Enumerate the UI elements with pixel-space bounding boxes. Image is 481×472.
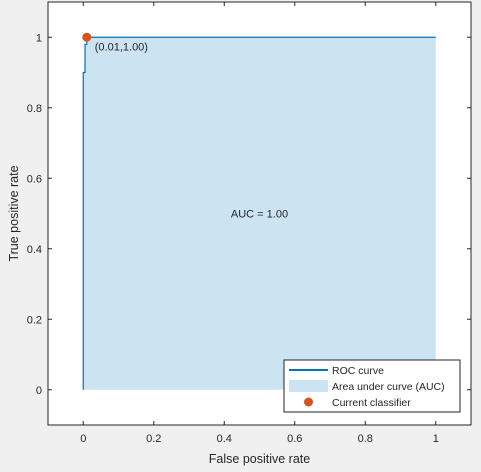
y-tick-label: 0.2: [27, 314, 42, 326]
x-tick-label: 1: [433, 433, 439, 445]
y-tick-label: 1: [36, 32, 42, 44]
axes-box: [47, 1, 472, 426]
x-tick-label: 0: [80, 433, 86, 445]
chart-legend: ROC curve Area under curve (AUC) Current c…: [283, 359, 461, 413]
legend-label: Area under curve (AUC): [332, 381, 445, 393]
y-tick-label: 0.8: [27, 103, 42, 115]
y-tick-label: 0.4: [27, 244, 42, 256]
current-classifier-point: [82, 32, 92, 42]
y-tick-label: 0.6: [27, 173, 42, 185]
auc-area: [83, 37, 436, 390]
legend-label: Current classifier: [332, 397, 411, 409]
y-tick-label: 0: [36, 385, 42, 397]
current-classifier-layer: [82, 32, 92, 42]
x-axis-label: False positive rate: [209, 452, 310, 466]
x-tick-label: 0.6: [287, 433, 302, 445]
x-tick-label: 0.4: [217, 433, 232, 445]
x-tick-label: 0.8: [358, 433, 373, 445]
annotations: (0.01,1.00) AUC = 1.00: [95, 41, 288, 220]
legend-label: ROC curve: [332, 365, 384, 377]
auc-area-layer: [83, 37, 436, 390]
x-tick-label: 0.2: [146, 433, 161, 445]
axis-ticks: 0 0.2 0.4 0.6 0.8 1 0 0.2 0.4 0.6 0.8 1: [27, 2, 471, 445]
auc-annotation: AUC = 1.00: [231, 209, 288, 221]
legend-swatch-auc: [289, 380, 328, 392]
legend-swatch-classifier: [304, 397, 313, 407]
current-classifier-annotation: (0.01,1.00): [95, 41, 148, 53]
y-axis-label: True positive rate: [7, 165, 21, 261]
